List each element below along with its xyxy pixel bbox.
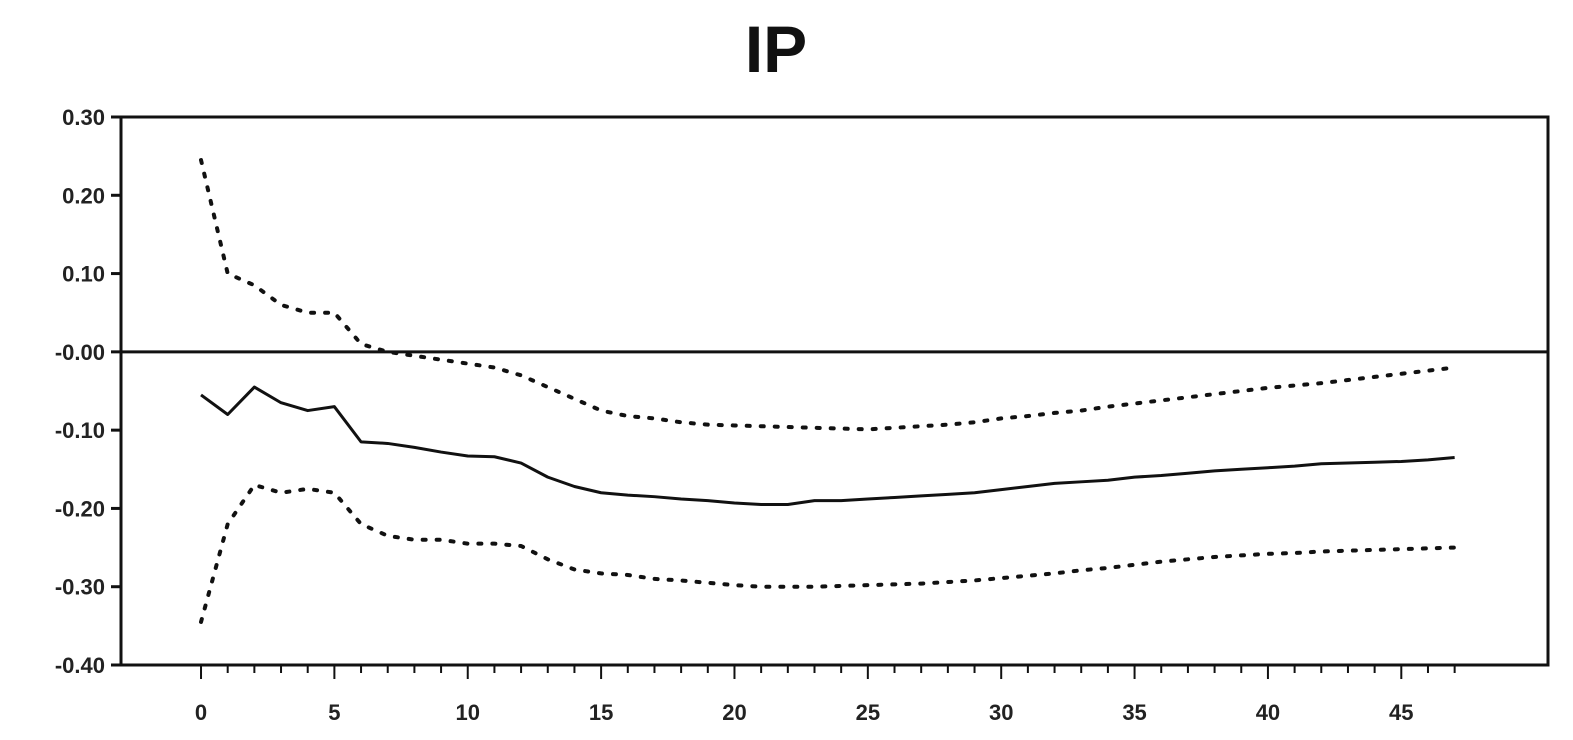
response-line [200,385,1455,507]
x-tick-label: 15 [589,700,613,725]
x-tick-label: 20 [722,700,746,725]
x-axis: 0 5 10 15 20 25 30 35 40 45 [195,665,1456,725]
x-tick-label: 40 [1256,700,1280,725]
x-tick-label: 10 [456,700,480,725]
chart-title: IP [745,12,807,86]
y-tick-label: -0.30 [55,575,105,600]
series-layer [199,158,1457,624]
y-axis: 0.30 0.20 0.10 -0.00 -0.10 -0.20 -0.30 -0.40 [55,105,121,678]
y-tick-label: -0.20 [55,496,105,521]
y-tick-label: -0.40 [55,653,105,678]
x-tick-label: 35 [1122,700,1146,725]
x-tick-label: 25 [856,700,880,725]
y-tick-label: -0.10 [55,418,105,443]
y-tick-label: -0.00 [55,340,105,365]
x-tick-label: 45 [1389,700,1413,725]
y-tick-label: 0.10 [62,262,105,287]
upper-band-line [199,158,1457,432]
x-tick-label: 5 [328,700,340,725]
lower-band-line [199,482,1457,624]
y-tick-label: 0.20 [62,183,105,208]
x-tick-label: 0 [195,700,207,725]
plot-frame [119,115,1550,667]
x-tick-label: 30 [989,700,1013,725]
y-tick-label: 0.30 [62,105,105,130]
